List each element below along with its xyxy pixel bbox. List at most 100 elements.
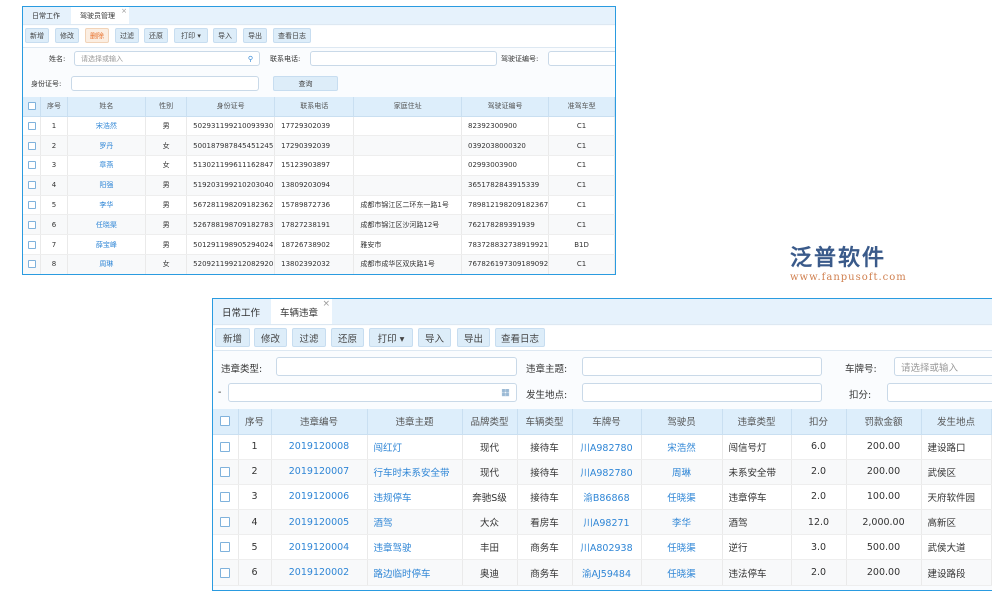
column-header[interactable]: 违章类型	[722, 409, 792, 435]
table-cell[interactable]: 渝B86868	[572, 484, 642, 511]
table-cell[interactable]: 渝AJ59484	[572, 559, 642, 586]
filter-button[interactable]: 过滤	[115, 28, 139, 43]
table-row[interactable]: 5 李华男 567281198209182362 15789872736 成都市锦江区二…	[23, 195, 615, 216]
table-cell[interactable]: 2019120005	[271, 509, 368, 536]
table-cell[interactable]: 酒驾	[367, 509, 463, 536]
table-cell[interactable]: 任晓渠	[641, 559, 723, 586]
tab-vehicle-violation[interactable]: 车辆违章 ×	[271, 299, 333, 324]
restore-button[interactable]: 还原	[144, 28, 168, 43]
license-number-input[interactable]	[548, 51, 615, 66]
view-log-button[interactable]: 查看日志	[273, 28, 311, 43]
row-checkbox[interactable]	[220, 517, 231, 528]
export-button[interactable]: 导出	[457, 328, 490, 347]
filter-button[interactable]: 过滤	[292, 328, 326, 347]
column-header[interactable]: 驾驶员	[641, 409, 723, 435]
table-cell[interactable]: 违规停车	[367, 484, 463, 511]
column-header[interactable]: 车牌号	[572, 409, 642, 435]
name-input[interactable]: 请选择或输入 ⚲	[74, 51, 260, 66]
search-icon[interactable]: ⚲	[247, 54, 253, 63]
column-header[interactable]: 发生地点	[921, 409, 992, 435]
table-row[interactable]: 7 薛宝峰男 501291198905294024 18726738902 雅安市 783…	[23, 234, 615, 256]
row-checkbox[interactable]	[27, 181, 36, 190]
row-select-cell[interactable]	[23, 155, 42, 176]
column-header[interactable]: 扣分	[791, 409, 847, 435]
row-checkbox[interactable]	[27, 260, 36, 269]
row-select-cell[interactable]	[23, 234, 42, 256]
column-header[interactable]: 联系电话	[274, 97, 355, 117]
row-select-cell[interactable]	[23, 135, 42, 157]
id-number-input[interactable]	[71, 76, 259, 91]
row-select-cell[interactable]	[213, 434, 239, 460]
table-cell[interactable]: 2019120006	[271, 484, 368, 511]
close-icon[interactable]: ×	[121, 7, 127, 15]
table-cell[interactable]: 任晓渠	[641, 484, 723, 511]
row-checkbox[interactable]	[220, 491, 231, 502]
row-select-cell[interactable]	[23, 195, 42, 216]
table-cell[interactable]: 周琳	[67, 254, 147, 274]
plate-number-input[interactable]: 请选择或输入	[894, 357, 992, 376]
query-button[interactable]: 查询	[273, 76, 338, 91]
points-input[interactable]	[887, 383, 992, 402]
select-all-header[interactable]	[213, 409, 239, 435]
row-select-cell[interactable]	[213, 509, 239, 536]
table-cell[interactable]: 薛宝峰	[67, 234, 147, 256]
row-select-cell[interactable]	[23, 116, 42, 137]
table-cell[interactable]: 2019120007	[271, 459, 368, 485]
table-row[interactable]: 2 2019120007 行车时未系安全带 现代 接待车 川A982780 周琳 未系安全带 2…	[213, 459, 992, 485]
table-cell[interactable]: 宋浩然	[67, 116, 147, 137]
column-header[interactable]: 车辆类型	[517, 409, 573, 435]
row-select-cell[interactable]	[23, 175, 42, 196]
view-log-button[interactable]: 查看日志	[495, 328, 545, 347]
calendar-icon[interactable]: ▦	[501, 387, 510, 398]
row-checkbox[interactable]	[220, 466, 231, 477]
table-cell[interactable]: 川A98271	[572, 509, 642, 536]
table-cell[interactable]: 违章驾驶	[367, 534, 463, 561]
table-cell[interactable]: 川A982780	[572, 459, 642, 485]
tab-daily-work[interactable]: 日常工作	[23, 7, 69, 24]
select-all-checkbox[interactable]	[220, 416, 231, 427]
table-cell[interactable]: 宋浩然	[641, 434, 723, 460]
row-select-cell[interactable]	[23, 214, 42, 236]
table-row[interactable]: 3 章燕女 513021199611162847 15123903897 0299300…	[23, 155, 615, 176]
row-checkbox[interactable]	[27, 220, 36, 229]
column-header[interactable]: 姓名	[67, 97, 147, 117]
restore-button[interactable]: 还原	[331, 328, 364, 347]
table-cell[interactable]: 罗丹	[67, 135, 147, 157]
delete-button[interactable]: 删除	[85, 28, 109, 43]
table-row[interactable]: 4 2019120005 酒驾 大众 看房车 川A98271 李华 酒驾 12.0 2,000.0…	[213, 509, 992, 536]
table-cell[interactable]: 闯红灯	[367, 434, 463, 460]
column-header[interactable]: 品牌类型	[462, 409, 518, 435]
row-select-cell[interactable]	[213, 534, 239, 561]
table-cell[interactable]: 任晓渠	[641, 534, 723, 561]
date-input[interactable]: ▦	[228, 383, 517, 402]
export-button[interactable]: 导出	[243, 28, 267, 43]
column-header[interactable]: 序号	[238, 409, 272, 435]
add-button[interactable]: 新增	[215, 328, 250, 347]
table-cell[interactable]: 2019120008	[271, 434, 368, 460]
column-header[interactable]: 性别	[145, 97, 188, 117]
row-checkbox[interactable]	[27, 240, 36, 249]
table-row[interactable]: 1 2019120008 闯红灯 现代 接待车 川A982780 宋浩然 闯信号灯 6.0 200…	[213, 434, 992, 460]
tab-driver-management[interactable]: 驾驶员管理 ×	[71, 7, 129, 24]
table-cell[interactable]: 李华	[67, 195, 147, 216]
table-cell[interactable]: 2019120002	[271, 559, 368, 586]
table-cell[interactable]: 川A982780	[572, 434, 642, 460]
phone-input[interactable]	[310, 51, 497, 66]
row-select-cell[interactable]	[213, 459, 239, 485]
column-header[interactable]: 家庭住址	[353, 97, 462, 117]
column-header[interactable]: 身份证号	[186, 97, 276, 117]
row-checkbox[interactable]	[27, 201, 36, 210]
table-cell[interactable]: 章燕	[67, 155, 147, 176]
table-row[interactable]: 1 宋浩然男 502931199210093930 17729302039 823923…	[23, 116, 615, 137]
column-header[interactable]: 准驾车型	[548, 97, 615, 117]
table-row[interactable]: 6 任晓渠男 526788198709182783 17827238191 成都市锦江区…	[23, 214, 615, 236]
row-checkbox[interactable]	[220, 441, 231, 452]
table-row[interactable]: 5 2019120004 违章驾驶 丰田 商务车 川A802938 任晓渠 逆行 3.0 500.…	[213, 534, 992, 561]
row-select-cell[interactable]	[213, 484, 239, 511]
column-header[interactable]: 违章编号	[271, 409, 368, 435]
location-input[interactable]	[582, 383, 822, 402]
table-cell[interactable]: 周琳	[641, 459, 723, 485]
print-dropdown-button[interactable]: 打印 ▾	[369, 328, 413, 347]
row-select-cell[interactable]	[23, 254, 42, 274]
column-header[interactable]: 罚款金额	[846, 409, 922, 435]
